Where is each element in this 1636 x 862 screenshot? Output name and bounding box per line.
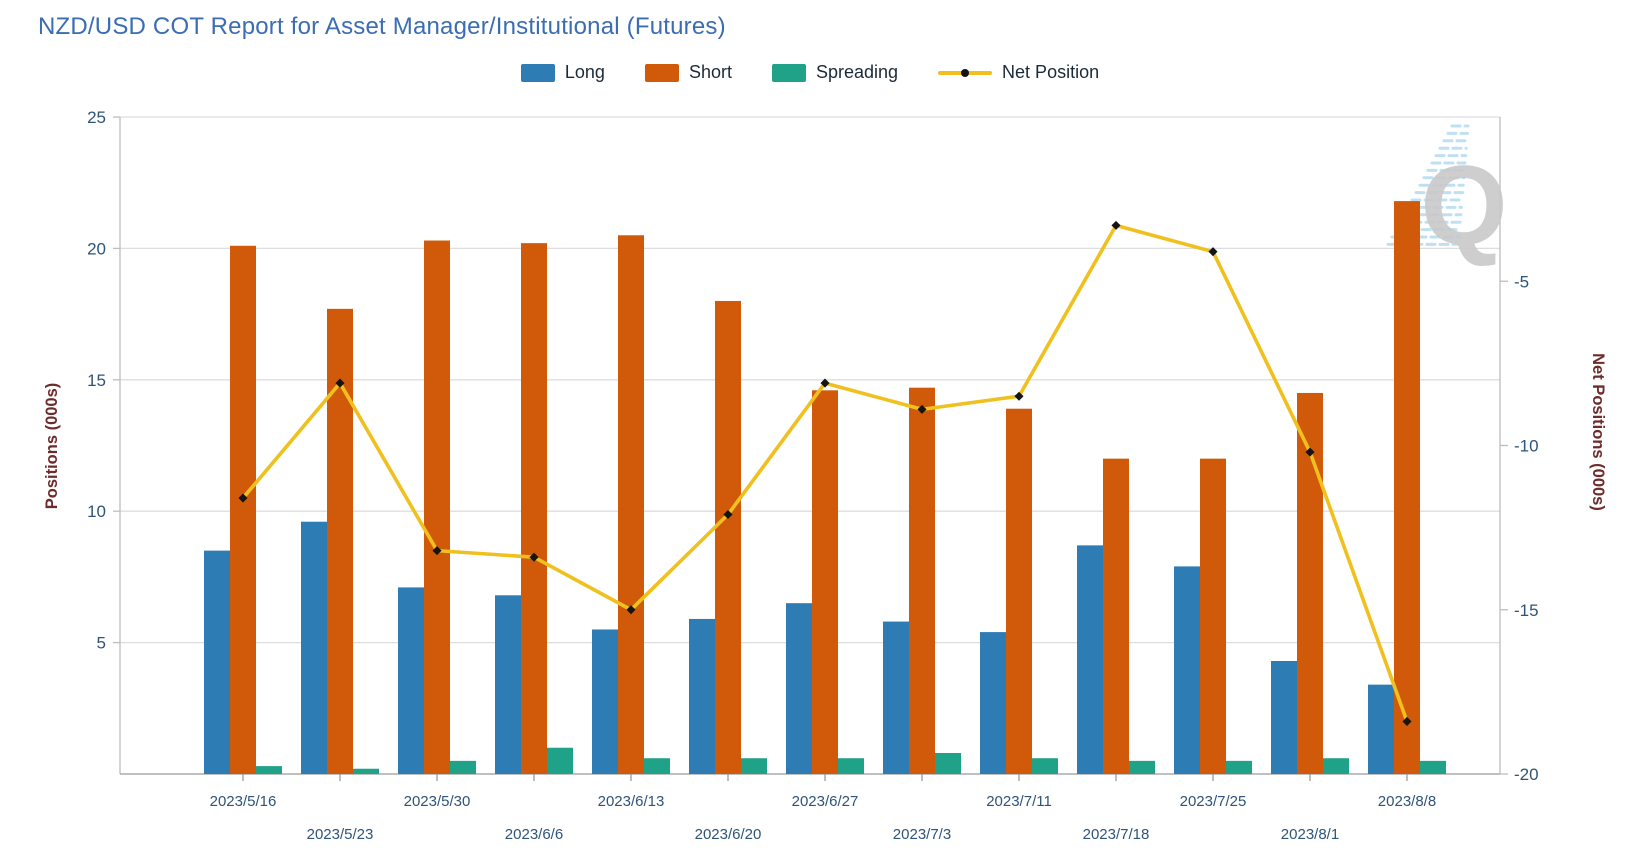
bars-spreading [256, 747, 1446, 774]
bar-spreading [1323, 758, 1349, 774]
tick-label: 2023/7/25 [1180, 793, 1247, 810]
bar-long [883, 621, 909, 774]
bar-spreading [1129, 760, 1155, 774]
tick-label: 2023/5/30 [404, 793, 471, 810]
bar-long [592, 629, 618, 774]
bar-short [1394, 201, 1420, 774]
bars-long [204, 521, 1394, 774]
bar-short [424, 240, 450, 775]
tick-label: 5 [97, 634, 106, 653]
tick-label: -15 [1514, 601, 1539, 620]
axis-titles: Positions (000s) Net Positions (000s) [43, 353, 1607, 511]
tick-label: 25 [87, 108, 106, 127]
legend-label-long: Long [564, 62, 605, 82]
watermark-q-letter: Q [1420, 143, 1507, 268]
tick-label: -20 [1514, 765, 1539, 784]
bar-long [689, 618, 715, 774]
legend-item-short[interactable]: Short [644, 62, 732, 83]
tick-label: 2023/6/27 [792, 793, 859, 810]
bar-short [521, 243, 547, 775]
long-swatch-icon [520, 63, 555, 82]
legend-item-long[interactable]: Long [520, 62, 605, 83]
tick-label: -10 [1514, 437, 1539, 456]
bar-spreading [547, 747, 573, 774]
net-position-point [1305, 447, 1315, 457]
legend-item-net-position[interactable]: Net Position [938, 62, 1099, 83]
bar-long [1077, 545, 1103, 774]
bar-spreading [1032, 758, 1058, 774]
bar-spreading [741, 758, 767, 774]
tick-label: 2023/6/6 [505, 826, 563, 843]
bar-long [1271, 660, 1297, 774]
bar-long [980, 632, 1006, 774]
left-axis-title: Positions (000s) [43, 383, 61, 510]
tick-label: 2023/5/16 [210, 793, 277, 810]
spreading-swatch-icon [771, 63, 806, 82]
bar-short [1200, 458, 1226, 774]
watermark: Q [1386, 124, 1508, 268]
bar-spreading [935, 752, 961, 774]
legend-label-short: Short [688, 62, 732, 82]
net-position-line-icon [938, 64, 993, 82]
bar-long [204, 550, 230, 774]
bar-long [398, 587, 424, 774]
bar-long [495, 595, 521, 774]
tick-label: 15 [87, 371, 106, 390]
bar-long [1368, 684, 1394, 774]
legend: Long Short Spreading Net Position [120, 62, 1500, 83]
net-position-point [1402, 716, 1412, 726]
net-position-point [1208, 247, 1218, 257]
tick-label: 2023/7/18 [1083, 826, 1150, 843]
bars-short [230, 201, 1420, 775]
bar-short [812, 390, 838, 774]
tick-label: -5 [1514, 272, 1529, 291]
tick-label: 20 [87, 239, 106, 258]
bar-long [1174, 566, 1200, 774]
tick-label: 2023/8/1 [1281, 826, 1339, 843]
bar-spreading [644, 758, 670, 774]
bar-spreading [1226, 760, 1252, 774]
axis-labels: 5 10 15 20 25 -5 -10 -15 -20 2023/5/16 2023/5/23 20… [87, 108, 1539, 843]
tick-label: 2023/5/23 [307, 826, 374, 843]
tick-label: 2023/7/11 [986, 793, 1052, 810]
bar-short [1103, 458, 1129, 774]
short-swatch-icon [644, 63, 679, 82]
bar-short [1006, 408, 1032, 774]
tick-label: 2023/6/13 [598, 793, 665, 810]
bar-spreading [838, 758, 864, 774]
bar-short [230, 245, 256, 775]
bar-spreading [450, 760, 476, 774]
tick-label: 2023/6/20 [695, 826, 762, 843]
right-axis-title: Net Positions (000s) [1589, 353, 1607, 511]
legend-item-spreading[interactable]: Spreading [771, 62, 899, 83]
bar-long [786, 603, 812, 774]
bar-short [618, 235, 644, 774]
bar-spreading [1420, 760, 1446, 774]
bar-short [909, 387, 935, 774]
legend-label-net-position: Net Position [1002, 62, 1100, 82]
bar-long [301, 521, 327, 774]
tick-label: 2023/7/3 [893, 826, 951, 843]
bar-spreading [353, 768, 379, 774]
bar-short [715, 300, 741, 774]
tick-label: 10 [87, 502, 106, 521]
net-position-point [1111, 220, 1121, 230]
chart-title: NZD/USD COT Report for Asset Manager/Ins… [38, 13, 726, 40]
tick-label: 2023/8/8 [1378, 793, 1436, 810]
legend-label-spreading: Spreading [815, 62, 899, 82]
bar-spreading [256, 766, 282, 774]
